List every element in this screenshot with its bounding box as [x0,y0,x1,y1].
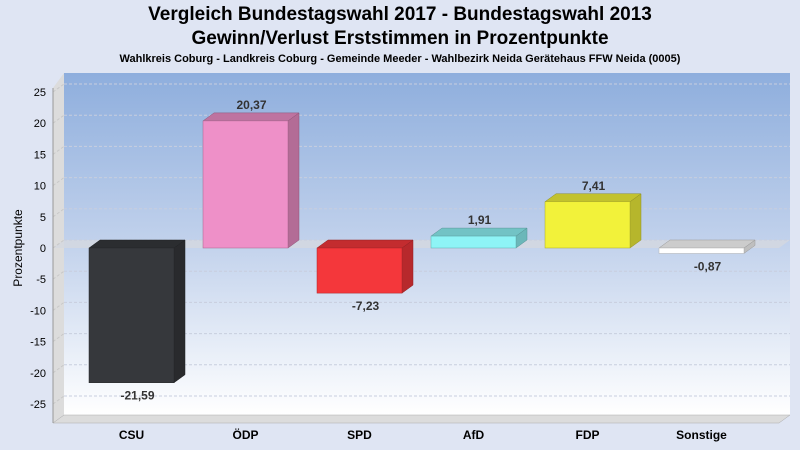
y-tick-label: -10 [30,305,46,317]
grid-line-side [52,301,65,311]
bar-top [658,239,756,249]
y-tick-label: 10 [34,181,46,193]
bar-sonstige [658,247,745,254]
x-tick-label: ÖDP [232,427,258,442]
chart-subtitle: Gewinn/Verlust Erststimmen in Prozentpun… [191,28,609,49]
grid-line-side [52,177,65,187]
y-tick-label: 25 [34,87,46,99]
y-tick-label: -25 [30,399,46,411]
bar-fdp [544,201,631,249]
grid-line-side [52,333,65,343]
y-tick-label: -15 [30,337,46,349]
bar-side [173,239,186,384]
data-label: -7,23 [352,299,380,313]
y-tick-label: -5 [36,274,46,286]
data-label: 20,37 [236,98,266,112]
grid-line-side [52,83,65,93]
bar-top [202,112,300,122]
bar-afd [430,235,517,249]
bar-ödp [202,120,289,249]
data-label: -0,87 [694,259,722,273]
y-axis-label: Prozentpunkte [11,209,25,287]
bar-spd [316,247,403,294]
x-tick-label: Sonstige [676,428,727,442]
data-label: -21,59 [120,389,154,403]
bar-side [287,112,300,249]
chart-title: Vergleich Bundestagswahl 2017 - Bundesta… [148,4,652,25]
bar-top [544,193,642,203]
x-tick-label: CSU [119,428,144,442]
x-tick-label: FDP [576,428,600,442]
bar-top [430,227,528,237]
data-label: 7,41 [582,179,606,193]
bar-side [629,193,642,249]
bar-side [401,239,414,294]
y-tick-label: 0 [40,243,46,255]
grid-line-side [52,239,65,249]
bar-csu [88,247,175,383]
y-tick-label: -20 [30,368,46,380]
grid-line-side [52,270,65,280]
bar-top [316,239,414,249]
grid-line-side [52,145,65,155]
grid-line-side [52,395,65,405]
chart-subtitle-2: Wahlkreis Coburg - Landkreis Coburg - Ge… [119,53,681,65]
x-tick-label: AfD [463,428,485,442]
grid-line-side [52,208,65,218]
y-tick-label: 5 [40,212,46,224]
y-tick-label: 15 [34,149,46,161]
x-tick-label: SPD [347,428,372,442]
grid-line-side [52,114,65,124]
data-label: 1,91 [468,213,492,227]
grid-line-side [52,364,65,374]
floor [52,414,791,424]
bar-top [88,239,186,249]
y-tick-label: 20 [34,118,46,130]
